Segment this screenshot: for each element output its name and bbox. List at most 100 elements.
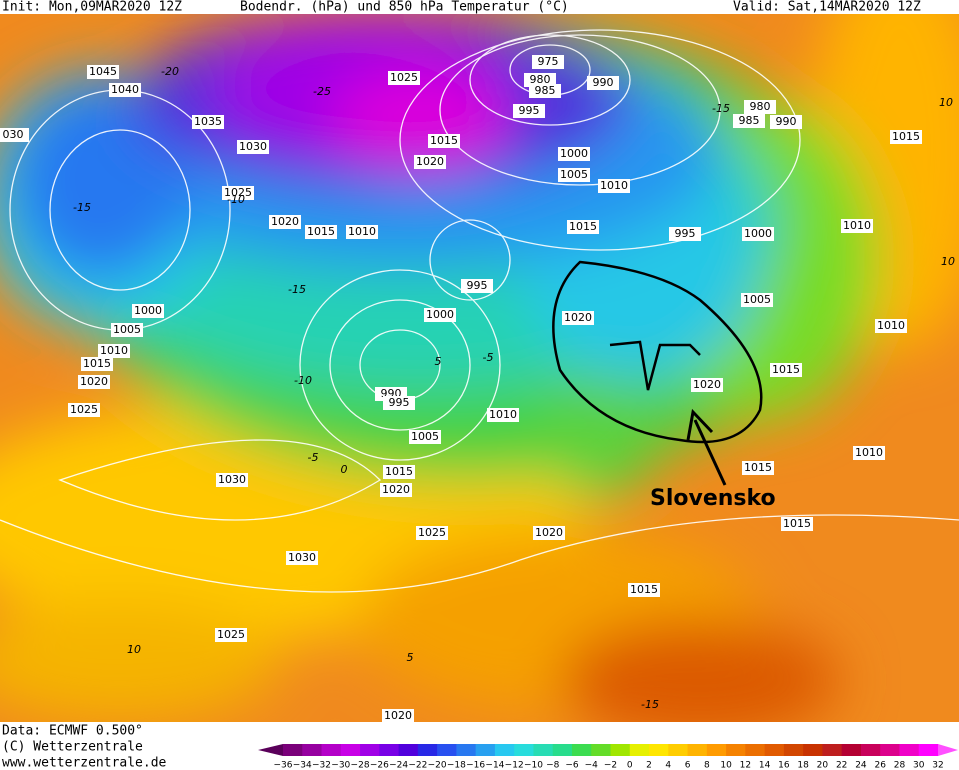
colorbar-segment — [321, 744, 342, 756]
isobar-label: 1020 — [416, 155, 444, 168]
isobar-label-bg — [691, 378, 723, 392]
colorbar-label: 22 — [836, 761, 847, 770]
colorbar-segment — [475, 744, 496, 756]
isobar-label: 985 — [739, 114, 760, 127]
isobar-label: 1020 — [382, 483, 410, 496]
isobar-label-bg — [741, 293, 773, 307]
colorbar-label: 10 — [720, 761, 732, 770]
isobar-label: 1010 — [877, 319, 905, 332]
isobar-label-bg — [587, 76, 619, 90]
isobar-label-bg — [558, 147, 590, 161]
colorbar-segment — [764, 744, 785, 756]
isobar-label: 1010 — [843, 219, 871, 232]
isobar-label: 1015 — [772, 363, 800, 376]
isobar-label: 1015 — [630, 583, 658, 596]
isobar-label-bg — [742, 461, 774, 475]
colorbar-segment — [533, 744, 554, 756]
isobar-label-bg — [744, 100, 776, 114]
isobar-label-bg — [98, 344, 130, 358]
isotherm-label: 5 — [435, 355, 442, 368]
isobar-label: 1015 — [744, 461, 772, 474]
isotherm-label: -5 — [308, 451, 319, 464]
isobar-label-bg — [628, 583, 660, 597]
isobar-label-bg — [416, 526, 448, 540]
annotation: Slovensko — [650, 486, 776, 511]
colorbar-label: 32 — [932, 761, 943, 770]
isobar-label: 1030 — [239, 140, 267, 153]
isobar-label-bg — [409, 430, 441, 444]
colorbar-segment — [514, 744, 534, 756]
isobar-label-bg — [598, 179, 630, 193]
isobar-label: 1005 — [411, 430, 439, 443]
isobar-label-bg — [305, 225, 337, 239]
isobar-label-bg — [890, 130, 922, 144]
isobar-label-bg — [770, 115, 802, 129]
isobar-label: 1005 — [560, 168, 588, 181]
isobar-label-bg — [68, 403, 100, 417]
colorbar-label: −18 — [447, 761, 466, 770]
colorbar-segment — [571, 744, 592, 756]
isobar-label: 1010 — [600, 179, 628, 192]
colorbar-label: −6 — [565, 761, 579, 770]
colorbar-label: 16 — [778, 761, 790, 770]
isobar-label-bg — [532, 55, 564, 69]
isotherm-label: 0 — [341, 463, 348, 476]
isobar-label-bg — [669, 227, 701, 241]
colorbar-label: 8 — [704, 761, 710, 770]
colorbar-segment — [880, 744, 900, 756]
isobar-label: 1000 — [744, 227, 772, 240]
colorbar-segment — [283, 744, 303, 756]
colorbar-label: 18 — [797, 761, 809, 770]
init-time: Init: Mon,09MAR2020 12Z — [2, 0, 182, 15]
copyright: (C) Wetterzentrale — [2, 740, 143, 755]
colorbar-label: −8 — [546, 761, 560, 770]
isobar-label-bg — [487, 408, 519, 422]
isotherm-label: -15 — [641, 698, 659, 711]
colorbar-label: −20 — [428, 761, 447, 770]
isobar-label-bg — [81, 357, 113, 371]
arrow — [686, 408, 727, 486]
isobar-label-bg — [269, 215, 301, 229]
colorbar-segment — [398, 744, 419, 756]
colorbar-label: −10 — [524, 761, 543, 770]
isobar-label: 1020 — [80, 375, 108, 388]
highlight-ellipse — [552, 260, 763, 444]
isobar-label-bg — [382, 709, 414, 723]
isotherm-label: -15 — [288, 283, 306, 296]
colorbar-label: 14 — [759, 761, 771, 770]
isobar-label-bg — [567, 220, 599, 234]
colorbar-label: 20 — [817, 761, 829, 770]
isobar-label-bg — [424, 308, 456, 322]
colorbar-label: −30 — [331, 761, 350, 770]
isobar-label: 1020 — [384, 709, 412, 722]
colorbar-segment — [629, 744, 650, 756]
temperature-field — [0, 0, 959, 722]
colorbar-segment — [591, 744, 611, 756]
isobar-label-bg — [78, 375, 110, 389]
colorbar-label: 30 — [913, 761, 925, 770]
isobar-label: 985 — [535, 84, 556, 97]
isobar-label-bg — [414, 155, 446, 169]
colorbar-segment — [899, 744, 920, 756]
isotherm-label: -15 — [73, 201, 91, 214]
isobar-label: 030 — [3, 128, 24, 141]
isobar-label: 1020 — [564, 311, 592, 324]
colorbar-segment — [610, 744, 631, 756]
isobar-label: 1020 — [271, 215, 299, 228]
isobar-label: 995 — [675, 227, 696, 240]
isobar-label-bg — [853, 446, 885, 460]
colorbar-segment — [706, 744, 727, 756]
isobar-label: 1025 — [70, 403, 98, 416]
colorbar-segment — [340, 744, 361, 756]
colorbar-label: 4 — [665, 761, 671, 770]
isobar-label-bg — [529, 84, 561, 98]
isotherm-label: -15 — [712, 102, 730, 115]
isobar-label-bg — [132, 304, 164, 318]
colorbar-label: −4 — [585, 761, 599, 770]
isobar-label: 1035 — [194, 115, 222, 128]
isobar-label-bg — [380, 483, 412, 497]
isobar-label: 1020 — [693, 378, 721, 391]
isotherm-label: 10 — [127, 643, 141, 656]
data-source: Data: ECMWF 0.500° — [2, 724, 143, 739]
isobar-label-bg — [215, 628, 247, 642]
